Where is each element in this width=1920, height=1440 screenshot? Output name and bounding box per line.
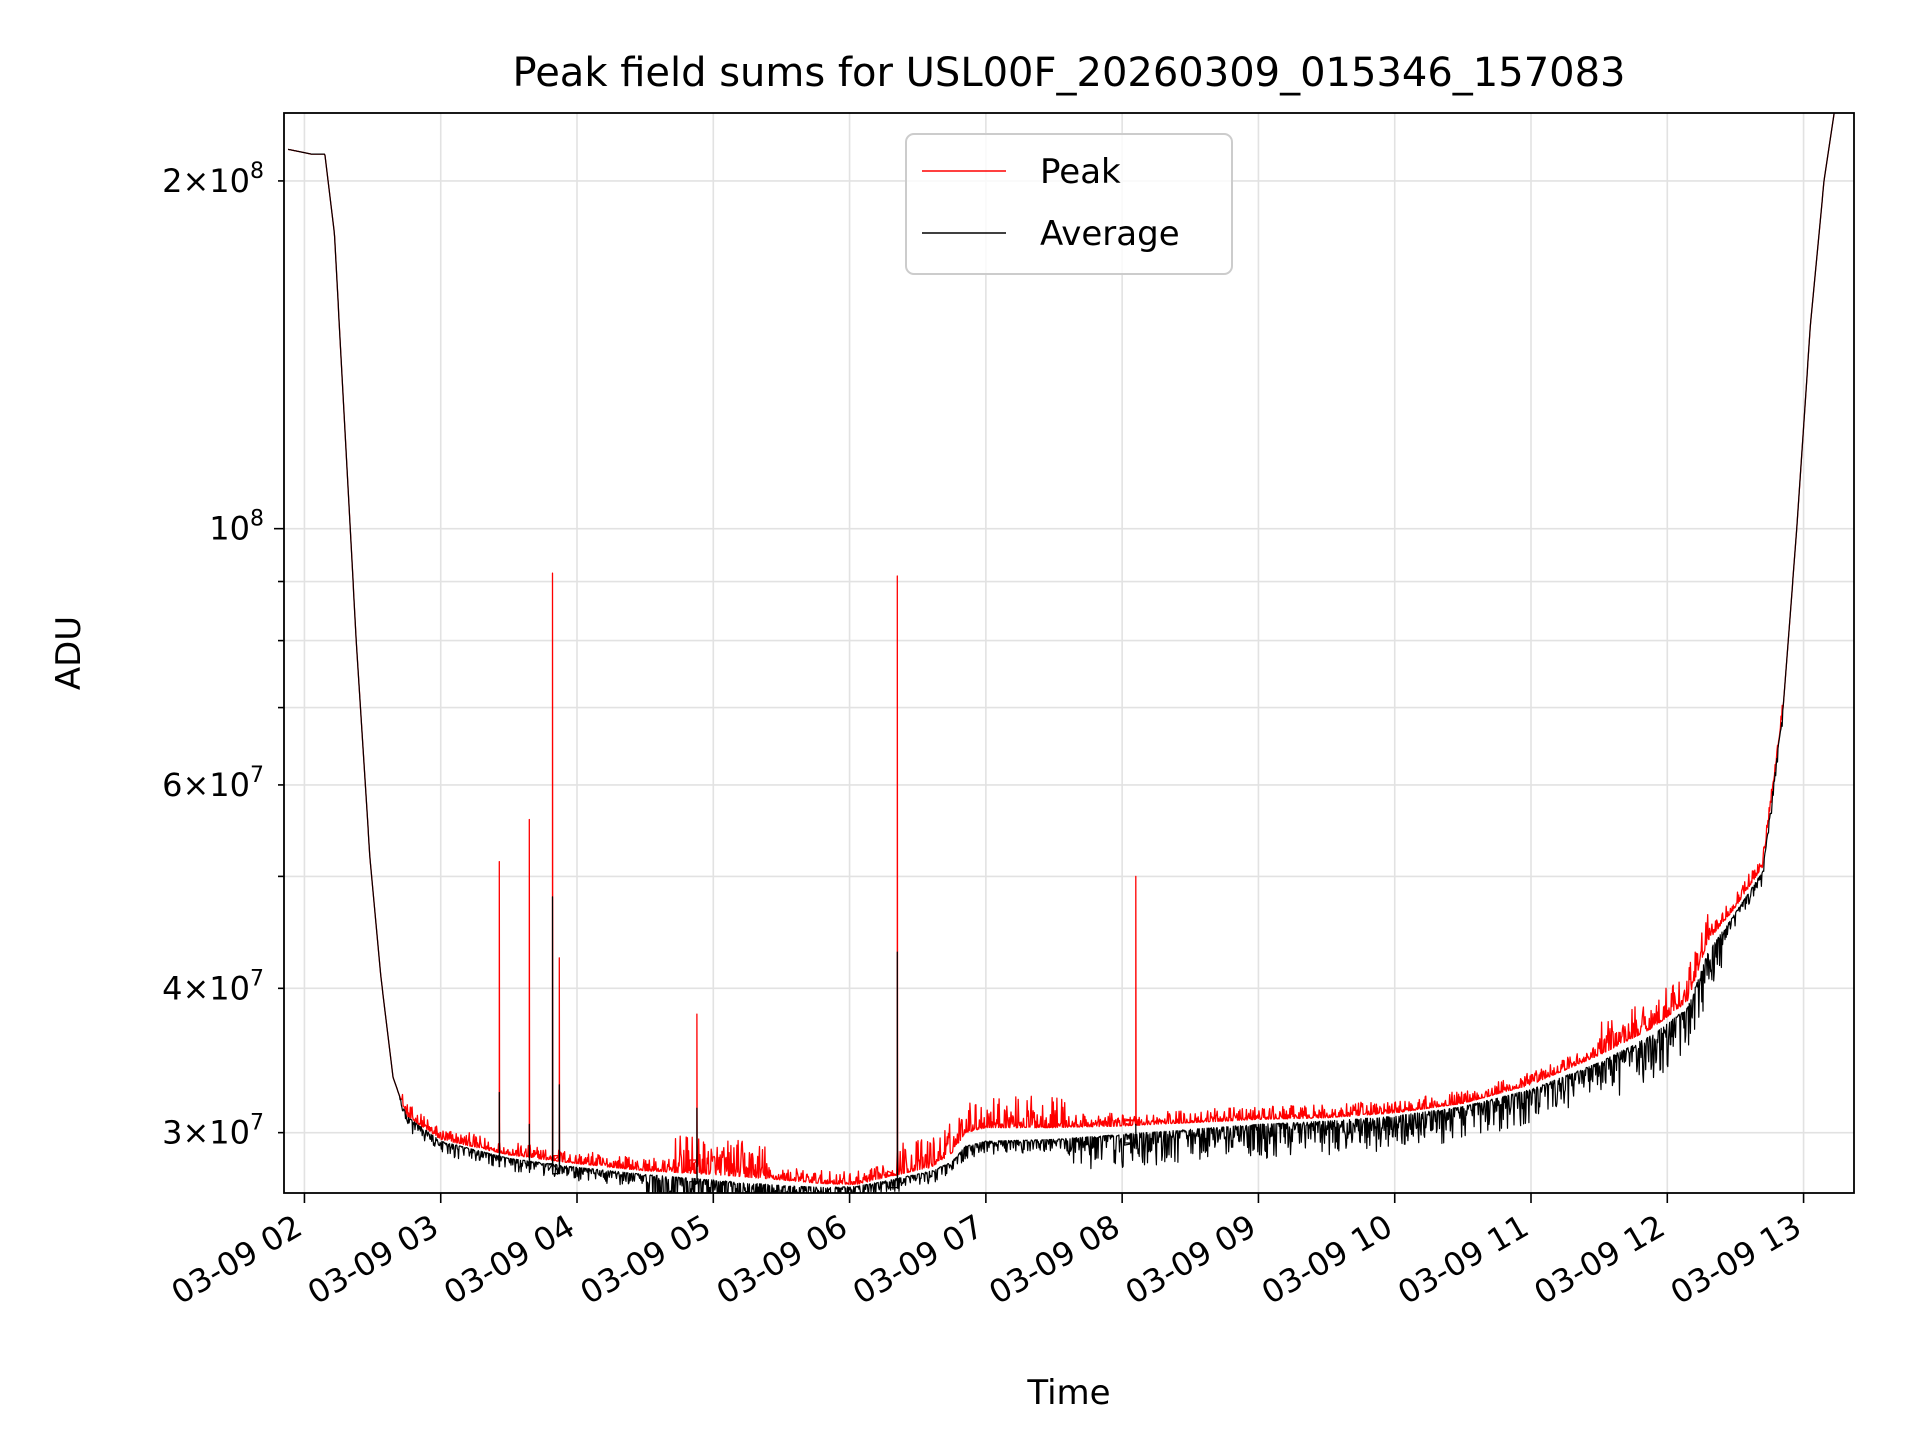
y-axis-label: ADU	[49, 616, 89, 690]
series-line-peak	[287, 113, 1835, 1186]
y-tick-label: 6×107	[162, 763, 264, 804]
legend-box	[905, 133, 1233, 275]
y-axis: 108 3×107 4×107 6×107 2×108	[162, 159, 284, 1152]
y-tick-label: 108	[209, 507, 264, 548]
y-tick-label: 3×107	[162, 1111, 264, 1152]
plot-frame	[283, 112, 1855, 1194]
legend-label-peak: Peak	[1040, 152, 1121, 192]
chart-title: Peak field sums for USL00F_20260309_0153…	[513, 50, 1626, 96]
y-tick-label: 4×107	[162, 966, 264, 1007]
x-axis-label: Time	[1026, 1373, 1110, 1413]
series-line-average	[287, 113, 1835, 1193]
legend-label-average: Average	[1040, 214, 1180, 254]
series-layer	[287, 113, 1835, 1193]
y-tick-label: 2×108	[162, 159, 264, 200]
legend: Peak Average	[905, 133, 1233, 275]
